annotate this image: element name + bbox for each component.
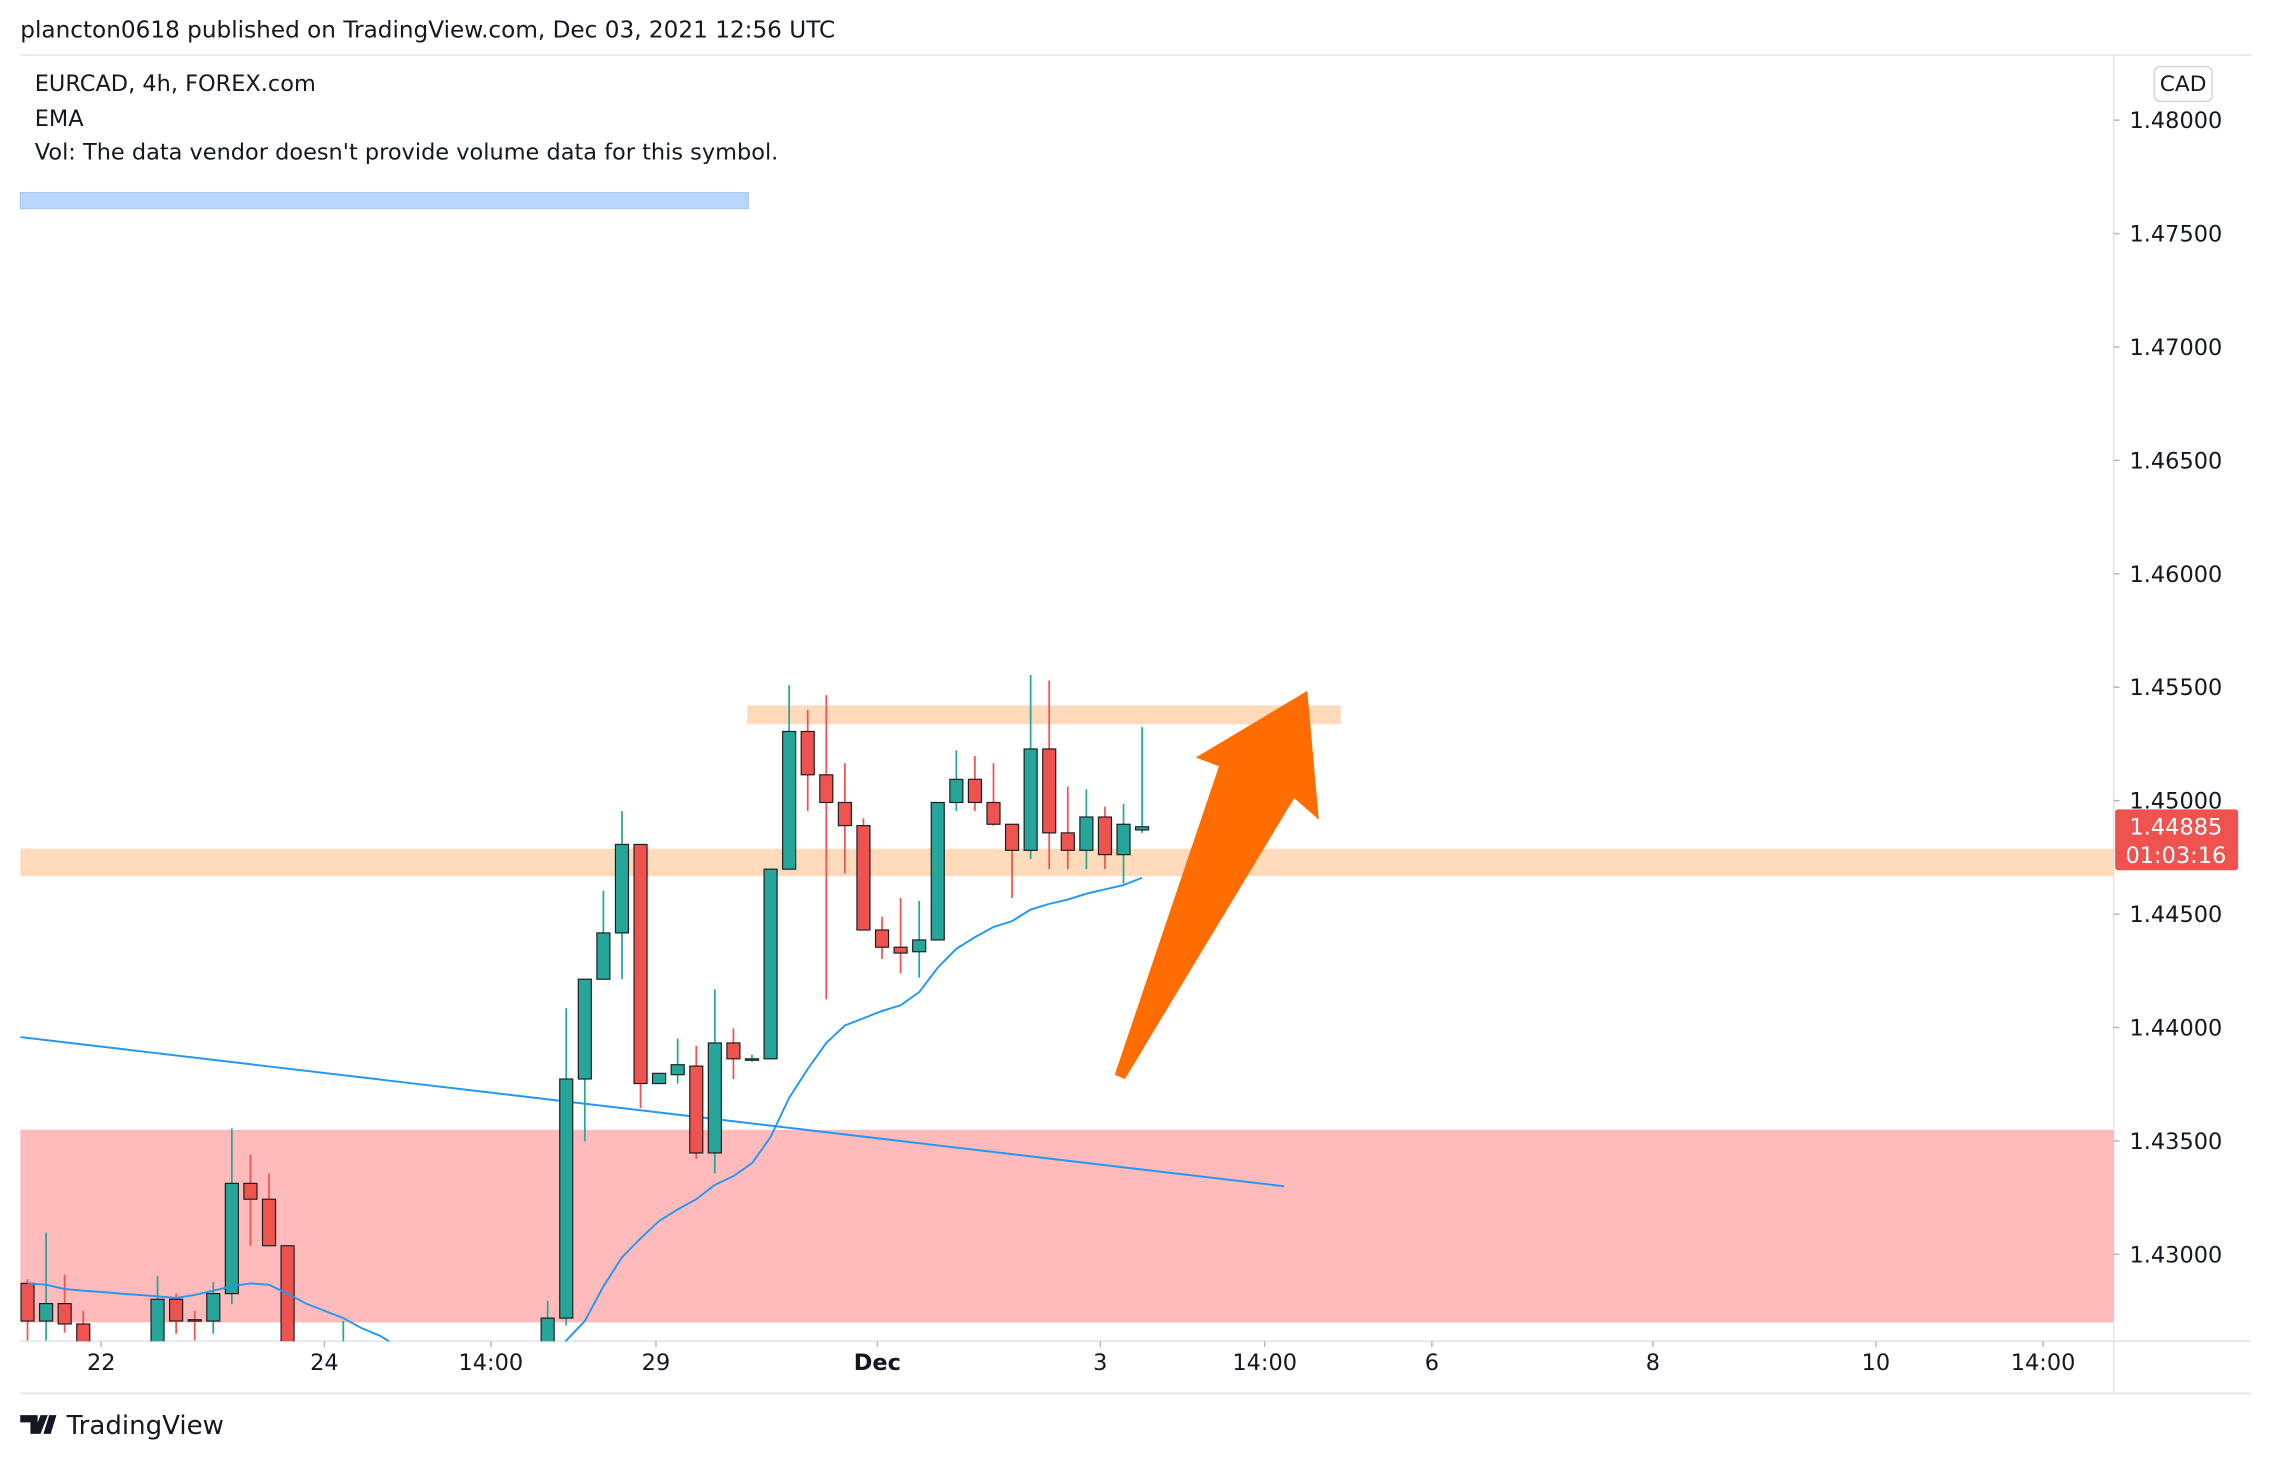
- x-tick-label: 22: [87, 1350, 116, 1376]
- candle-body: [874, 929, 890, 948]
- candle-body: [1135, 826, 1150, 831]
- y-tick-label: 1.46000: [2130, 562, 2223, 588]
- candle-body: [523, 1350, 536, 1359]
- candle-body: [577, 978, 592, 1080]
- x-tick-label: 24: [310, 1350, 339, 1376]
- candle-body: [596, 932, 611, 980]
- candle-body: [949, 778, 964, 804]
- currency-badge[interactable]: [2153, 65, 2213, 103]
- candle-body: [169, 1298, 184, 1322]
- plot-area: [20, 674, 2114, 1447]
- candle-body: [132, 1356, 145, 1376]
- candle-body: [261, 1198, 277, 1247]
- candle-body: [893, 946, 908, 954]
- candle-body: [150, 1298, 165, 1342]
- candle-body: [485, 1377, 498, 1400]
- x-tick-label: 8: [1646, 1350, 1660, 1376]
- highlight-bar: [19, 192, 750, 210]
- last-price-label: 1.44885: [2130, 815, 2223, 841]
- candle-body: [744, 1058, 760, 1061]
- x-tick-label: 14:00: [2011, 1350, 2076, 1376]
- y-tick-label: 1.47500: [2130, 222, 2223, 248]
- candle-body: [782, 730, 797, 870]
- ema-line: [27, 876, 1143, 1342]
- y-tick-label: 1.47000: [2130, 335, 2223, 361]
- publish-header: plancton0618 published on TradingView.co…: [20, 18, 835, 44]
- candle-body: [1060, 832, 1075, 851]
- candle-body: [57, 1302, 72, 1325]
- candle-body: [763, 868, 778, 1060]
- y-tick-label: 1.43500: [2130, 1129, 2223, 1155]
- candle-body: [652, 1072, 667, 1085]
- candle-body: [1079, 816, 1094, 851]
- candle-body: [206, 1293, 221, 1322]
- currency-label: CAD: [2160, 72, 2207, 97]
- candle-body: [1097, 816, 1113, 856]
- candle-body: [1042, 748, 1057, 834]
- up-arrow: [1114, 690, 1319, 1080]
- candle-body: [633, 843, 648, 1085]
- y-tick-label: 1.43000: [2130, 1242, 2223, 1268]
- x-tick-label: 29: [642, 1350, 671, 1376]
- candle-body: [411, 1422, 424, 1440]
- candle-body: [614, 843, 630, 934]
- countdown-label: 01:03:16: [2126, 843, 2227, 869]
- trendline: [20, 1036, 1285, 1188]
- y-tick-label: 1.46500: [2130, 448, 2223, 474]
- candle-body: [224, 1182, 239, 1295]
- y-tick-label: 1.44000: [2130, 1015, 2223, 1041]
- candle-body: [1004, 823, 1020, 851]
- symbol-legend[interactable]: EURCAD, 4h, FOREX.com: [35, 71, 316, 97]
- candle-body: [114, 1377, 127, 1400]
- candle-body: [430, 1409, 443, 1441]
- candle-body: [967, 778, 983, 804]
- candle-body: [689, 1065, 704, 1154]
- candle-body: [20, 1282, 35, 1322]
- candle-body: [670, 1064, 685, 1076]
- candle-body: [76, 1323, 91, 1342]
- x-tick-label: 14:00: [1232, 1350, 1297, 1376]
- y-tick-label: 1.45500: [2130, 675, 2223, 701]
- last-price-box: [2115, 809, 2239, 871]
- candle-body: [1116, 823, 1131, 856]
- zone: [747, 705, 1341, 725]
- candle-body: [448, 1386, 461, 1409]
- candle-body: [187, 1319, 202, 1322]
- zone: [20, 1129, 2114, 1323]
- candle-body: [318, 1379, 331, 1399]
- logo-mark: [20, 1415, 57, 1434]
- candle-body: [837, 801, 852, 827]
- x-tick-label: Dec: [854, 1350, 901, 1376]
- candle-body: [355, 1368, 368, 1413]
- y-tick-label: 1.44500: [2130, 902, 2223, 928]
- candle-body: [707, 1042, 722, 1154]
- candle-body: [726, 1042, 741, 1060]
- x-tick-label: 14:00: [458, 1350, 523, 1376]
- candle-body: [540, 1317, 555, 1342]
- y-tick-label: 1.48000: [2130, 108, 2223, 134]
- candle-body: [912, 939, 927, 953]
- candle-body: [38, 1302, 54, 1322]
- candle-body: [800, 730, 815, 776]
- footer-brand: TradingView: [66, 1411, 224, 1441]
- candle-body: [856, 825, 871, 931]
- candle-body: [243, 1182, 258, 1200]
- candle-body: [930, 801, 945, 941]
- candle-body: [1023, 748, 1038, 851]
- x-tick-label: 3: [1093, 1350, 1107, 1376]
- ema-legend[interactable]: EMA: [35, 106, 85, 132]
- candle-body: [337, 1368, 350, 1400]
- tradingview-logo: [20, 1415, 57, 1434]
- candle-body: [95, 1379, 108, 1399]
- x-tick-label: 6: [1425, 1350, 1439, 1376]
- candle-body: [986, 801, 1001, 825]
- x-tick-label: 10: [1862, 1350, 1891, 1376]
- candle-body: [819, 774, 834, 804]
- candle-body: [393, 1422, 406, 1447]
- candle-body: [559, 1078, 574, 1319]
- candle-body: [374, 1413, 387, 1447]
- volume-legend[interactable]: Vol: The data vendor doesn't provide vol…: [35, 139, 779, 165]
